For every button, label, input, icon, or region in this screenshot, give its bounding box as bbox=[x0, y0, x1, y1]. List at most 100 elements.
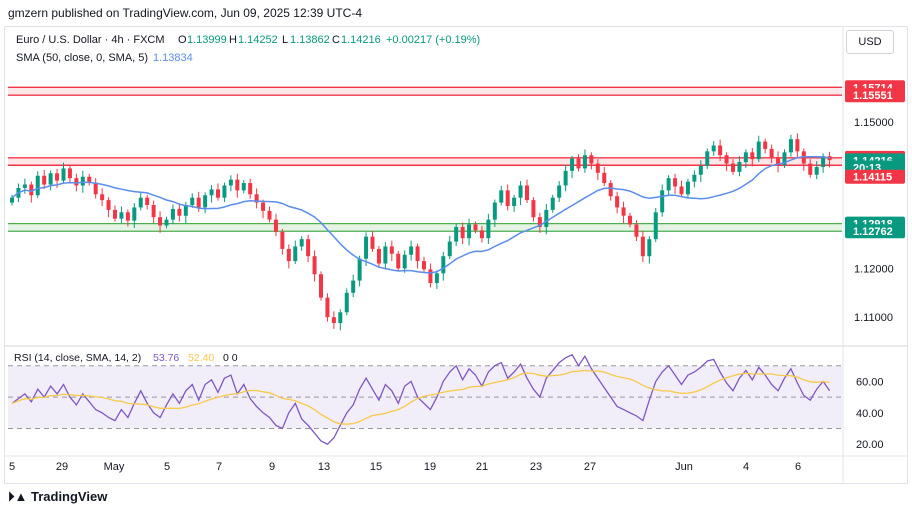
rsi-tick: 60.00 bbox=[856, 376, 884, 388]
candle-body bbox=[402, 254, 407, 269]
rsi-panel bbox=[8, 353, 842, 445]
time-tick: 15 bbox=[370, 461, 382, 473]
candle-body bbox=[499, 190, 504, 203]
sma-line bbox=[11, 155, 830, 274]
low-value: 1.13862 bbox=[290, 34, 330, 46]
rsi-tick: 40.00 bbox=[856, 408, 884, 420]
candle-body bbox=[344, 292, 349, 313]
candle-body bbox=[763, 141, 768, 149]
rsi-legend[interactable]: RSI (14, close, SMA, 14, 2) bbox=[14, 352, 141, 364]
time-tick: May bbox=[104, 461, 125, 473]
candle-body bbox=[151, 205, 156, 218]
candle-body bbox=[582, 155, 587, 169]
candle-body bbox=[782, 152, 787, 166]
candle-body bbox=[544, 209, 549, 227]
symbol-legend[interactable]: Euro / U.S. Dollar · 4h · FXCM bbox=[16, 34, 165, 46]
candle-body bbox=[788, 139, 793, 153]
candle-body bbox=[138, 197, 143, 208]
rsi-ma-line bbox=[11, 369, 830, 425]
candle-body bbox=[209, 189, 214, 196]
candle-body bbox=[364, 236, 369, 259]
candle-body bbox=[286, 248, 291, 262]
price-tick: 1.11000 bbox=[854, 312, 893, 324]
candle-body bbox=[267, 210, 272, 220]
candle-body bbox=[228, 179, 233, 186]
candle-body bbox=[447, 241, 452, 257]
time-tick: 5 bbox=[164, 461, 170, 473]
candle-body bbox=[563, 170, 568, 186]
candle-body bbox=[415, 246, 420, 262]
time-tick: 4 bbox=[743, 461, 749, 473]
candle-body bbox=[164, 219, 169, 226]
candle-body bbox=[750, 152, 755, 160]
candle-body bbox=[319, 274, 323, 298]
candle-body bbox=[434, 273, 439, 284]
price-axis: 1.15000 1.12000 1.11000 60.00 40.00 20.00 bbox=[854, 117, 894, 451]
chart-frame[interactable] bbox=[4, 26, 908, 484]
candle-body bbox=[634, 224, 639, 237]
candle-body bbox=[666, 178, 671, 191]
candle-body bbox=[525, 185, 529, 201]
candle-body bbox=[570, 158, 575, 171]
candle-body bbox=[454, 226, 459, 242]
candle-body bbox=[492, 202, 497, 220]
candle-body bbox=[718, 145, 723, 156]
price-label-text: 1.15551 bbox=[853, 90, 893, 102]
change-value: +0.00217 (+0.19%) bbox=[386, 34, 480, 46]
time-tick: Jun bbox=[675, 461, 693, 473]
currency-button[interactable]: USD bbox=[846, 30, 894, 54]
candle-body bbox=[422, 261, 426, 270]
price-zones bbox=[8, 86, 842, 232]
time-axis: 5 29 May 5 7 9 13 15 19 21 23 27 Jun 4 6 bbox=[9, 461, 801, 473]
candle-body bbox=[190, 197, 195, 205]
support-zone bbox=[8, 223, 842, 232]
candle-body bbox=[87, 176, 92, 183]
candle-body bbox=[306, 239, 311, 257]
candle-body bbox=[473, 224, 478, 231]
candle-body bbox=[299, 239, 304, 247]
candle-body bbox=[273, 219, 278, 232]
candle-body bbox=[518, 185, 523, 198]
candle-body bbox=[248, 183, 253, 195]
price-labels: 1.157141.155511.142671.1421620:131.14115… bbox=[845, 80, 905, 239]
low-label: L bbox=[282, 34, 288, 46]
candle-body bbox=[338, 312, 343, 324]
candle-body bbox=[203, 195, 208, 208]
candle-body bbox=[183, 205, 188, 216]
rsi-tick: 20.00 bbox=[856, 439, 884, 451]
candle-body bbox=[731, 163, 735, 172]
candle-body bbox=[35, 175, 40, 196]
time-tick: 7 bbox=[216, 461, 222, 473]
candle-body bbox=[61, 168, 66, 181]
candle-body bbox=[698, 165, 703, 175]
footer: ⏵▲ TradingView bbox=[0, 484, 912, 513]
time-tick: 9 bbox=[269, 461, 275, 473]
candle-body bbox=[312, 256, 317, 275]
tv-icon: ⏵▲ bbox=[8, 489, 31, 504]
price-tick: 1.15000 bbox=[854, 117, 894, 129]
candle-body bbox=[119, 212, 124, 219]
candle-body bbox=[389, 246, 394, 254]
candle-body bbox=[196, 197, 201, 208]
time-tick: 19 bbox=[424, 461, 436, 473]
sma-legend[interactable]: SMA (50, close, 0, SMA, 5) bbox=[16, 52, 148, 64]
candle-body bbox=[653, 212, 658, 240]
close-label: C bbox=[332, 34, 340, 46]
candle-body bbox=[325, 297, 330, 318]
candle-body bbox=[743, 152, 748, 163]
candle-body bbox=[737, 162, 742, 172]
rsi-extra: 0 0 bbox=[223, 352, 238, 364]
candle-body bbox=[80, 176, 85, 186]
candle-body bbox=[685, 181, 690, 195]
price-tick: 1.12000 bbox=[854, 263, 894, 275]
candle-body bbox=[557, 185, 562, 198]
candle-body bbox=[615, 196, 620, 208]
candle-body bbox=[132, 207, 137, 221]
candles bbox=[10, 133, 832, 331]
rsi-legend-value: 53.76 bbox=[153, 352, 179, 364]
candle-body bbox=[673, 178, 678, 187]
candle-body bbox=[396, 253, 401, 269]
candle-body bbox=[261, 202, 266, 211]
tradingview-logo[interactable]: ⏵▲ TradingView bbox=[8, 489, 107, 505]
